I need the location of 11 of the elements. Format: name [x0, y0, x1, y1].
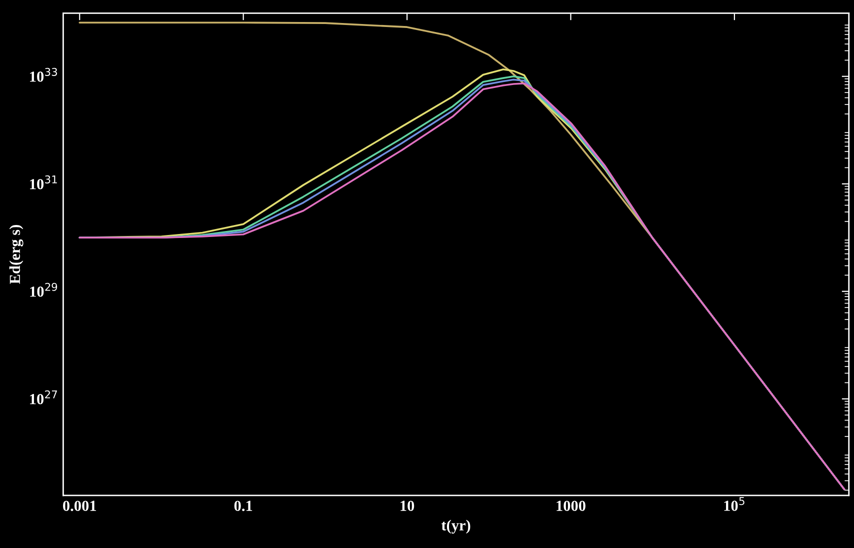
- y-axis-title: Ed(erg s): [9, 225, 24, 284]
- y-tick-label: 10$^{29}$: [30, 282, 58, 297]
- x-tick-label: 0.001: [63, 500, 96, 512]
- x-axis-title: t(yr): [441, 520, 470, 534]
- y-tick-label: 10$^{33}$: [30, 68, 58, 82]
- x-tick-label: 10$^{5}$: [724, 497, 744, 511]
- x-tick-label: 1000: [556, 500, 586, 512]
- y-tick-label: 10$^{31}$: [30, 175, 57, 190]
- y-tick-label: 10$^{27}$: [30, 390, 57, 404]
- x-tick-label: 0.1: [234, 500, 252, 512]
- x-tick-label: 10: [400, 500, 414, 512]
